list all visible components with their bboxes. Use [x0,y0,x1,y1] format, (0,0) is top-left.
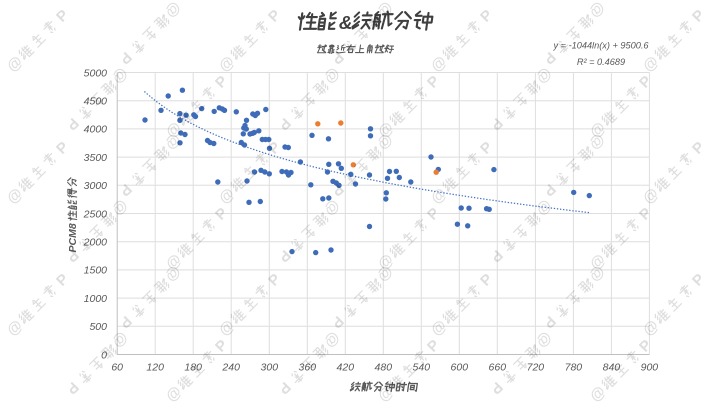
svg-text:R² = 0.4689: R² = 0.4689 [577,57,625,67]
svg-text:4000: 4000 [84,124,108,136]
svg-text:660: 660 [489,362,507,374]
svg-text:PCM8: PCM8 [67,223,79,252]
svg-text:y = -1044ln(x) + 9500.6: y = -1044ln(x) + 9500.6 [553,40,650,50]
svg-text:5000: 5000 [84,67,108,79]
svg-text:1500: 1500 [84,265,108,277]
svg-text:2500: 2500 [83,208,108,220]
svg-text:420: 420 [337,362,355,374]
svg-text:300: 300 [261,362,279,374]
svg-text:500: 500 [89,321,107,333]
svg-text:480: 480 [375,362,393,374]
svg-text:360: 360 [299,362,317,374]
svg-text:780: 780 [565,362,583,374]
svg-text:1000: 1000 [84,293,108,305]
svg-text:540: 540 [413,362,431,374]
svg-text:600: 600 [451,362,469,374]
svg-text:900: 900 [641,362,659,374]
svg-text:720: 720 [527,362,545,374]
svg-text:3000: 3000 [84,180,108,192]
svg-text:60: 60 [111,362,123,374]
svg-text:3500: 3500 [84,152,108,164]
svg-text:&: & [339,13,353,34]
svg-text:120: 120 [146,362,164,374]
svg-text:0: 0 [101,349,107,361]
svg-text:240: 240 [221,362,240,374]
